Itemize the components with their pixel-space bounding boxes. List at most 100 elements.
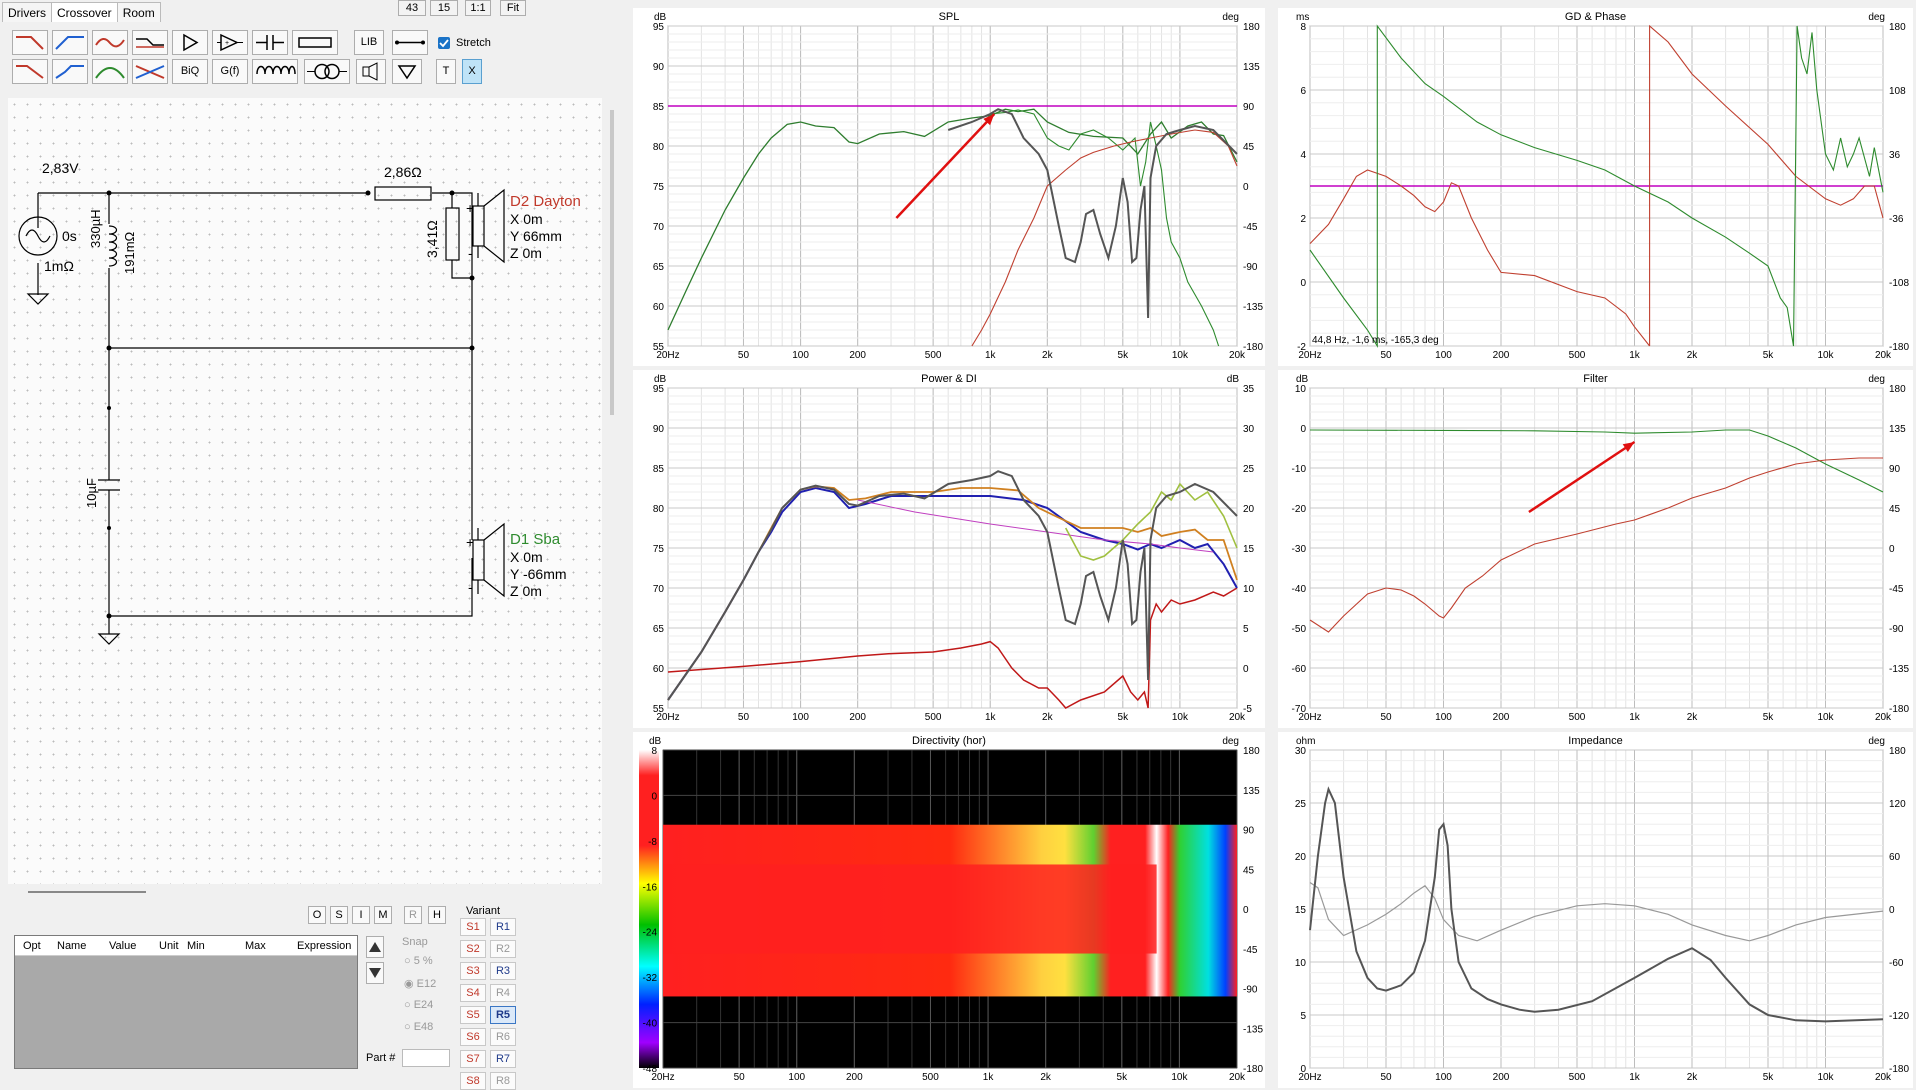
lowpass2-tool[interactable] [12, 59, 48, 84]
zoom-43-button[interactable]: 43 [398, 0, 426, 16]
directivity-core [663, 864, 1157, 954]
opt-i-button[interactable]: I [352, 906, 370, 924]
snap-5-radio[interactable]: ○ 5 % [404, 955, 433, 967]
opt-r-button[interactable]: R [404, 906, 422, 924]
chart-gd-ytick: 0 [1300, 278, 1306, 289]
lowpass-red-tool[interactable] [12, 30, 48, 55]
power-di-red [667, 587, 1238, 709]
stretch-checkbox[interactable] [438, 37, 450, 49]
text-tool[interactable]: T [436, 59, 456, 84]
variant-s2-button[interactable]: S2 [460, 940, 486, 958]
col-name[interactable]: Name [57, 940, 87, 952]
variant-r7-button[interactable]: R7 [490, 1050, 516, 1068]
variant-s6-button[interactable]: S6 [460, 1028, 486, 1046]
chart-filter[interactable]: Filter dB deg 10 0 -10 -20 -30 -40 -50 -60 -70 180 13… [1278, 370, 1913, 728]
gd-red-curve [1309, 169, 1651, 347]
variant-s4-button[interactable]: S4 [460, 984, 486, 1002]
chart-filter-xtick: 20k [1875, 712, 1892, 723]
variant-s7-button[interactable]: S7 [460, 1050, 486, 1068]
variant-r4-button[interactable]: R4 [490, 984, 516, 1002]
snap-e24-radio[interactable]: ○ E24 [404, 999, 434, 1011]
biq-button[interactable]: BiQ [172, 59, 208, 84]
highpass-blue-tool[interactable] [52, 30, 88, 55]
wire-tool[interactable] [392, 30, 428, 55]
variant-s1-button[interactable]: S1 [460, 918, 486, 936]
splitter-handle[interactable] [28, 891, 146, 893]
chart-filter-ytick: 0 [1300, 424, 1306, 435]
chart-impedance-y2tick: -180 [1889, 1064, 1909, 1075]
col-unit[interactable]: Unit [159, 940, 179, 952]
variant-label: Variant [466, 905, 501, 917]
variant-s8-button[interactable]: S8 [460, 1072, 486, 1090]
variant-s3-button[interactable]: S3 [460, 962, 486, 980]
gf-button[interactable]: G(f) [212, 59, 248, 84]
col-expression[interactable]: Expression [297, 940, 352, 952]
col-min[interactable]: Min [187, 940, 205, 952]
chart-gd[interactable]: GD & Phase ms deg 8 6 4 2 0 -2 180 108 36 -36 -108 -18… [1278, 8, 1913, 366]
opt-o-button[interactable]: O [308, 906, 326, 924]
col-opt[interactable]: Opt [23, 940, 41, 952]
variant-r2-button[interactable]: R2 [490, 940, 516, 958]
schematic-scrollbar[interactable] [610, 110, 614, 415]
buffer-tool[interactable] [172, 30, 208, 55]
col-value[interactable]: Value [109, 940, 137, 952]
transformer-tool[interactable] [304, 59, 350, 84]
schematic-canvas[interactable]: + - + - 2,83V 0s 1mΩ 330µH 191mΩ 2,86Ω 3,4… [8, 98, 602, 884]
speaker-tool[interactable] [356, 59, 386, 84]
chart-spl-xtick: 1k [985, 350, 997, 361]
driver-top-name[interactable]: D2 Dayton [510, 193, 581, 210]
parameter-table[interactable]: Opt Name Value Unit Min Max Expression [14, 935, 358, 1069]
ground-tool[interactable] [392, 59, 422, 84]
wire-icon [395, 40, 425, 45]
amplifier-tool[interactable]: + [212, 30, 248, 55]
variant-r8-button[interactable]: R8 [490, 1072, 516, 1090]
chart-filter-ytick: -50 [1292, 624, 1307, 635]
opt-h-button[interactable]: H [428, 906, 446, 924]
chart-impedance-y2tick: 120 [1889, 799, 1906, 810]
chart-directivity[interactable]: Directivity (hor) dB deg 180 135 90 45 0 -45 -90 -… [633, 732, 1265, 1088]
chart-power[interactable]: Power & DI dB dB 95 90 85 80 75 70 65 60 55 35 30 25 20… [633, 370, 1265, 728]
chart-power-y2tick: 5 [1243, 624, 1249, 635]
snap-e48-radio[interactable]: ○ E48 [404, 1021, 434, 1033]
opt-s-button[interactable]: S [330, 906, 348, 924]
crossed-filter-icon [135, 65, 165, 79]
shelf-tool[interactable] [132, 30, 168, 55]
chart-impedance-y2tick: -120 [1889, 1011, 1909, 1022]
variant-r1-button[interactable]: R1 [490, 918, 516, 936]
capacitor-tool[interactable] [252, 30, 288, 55]
highpass-icon [55, 36, 84, 50]
lib-button[interactable]: LIB [354, 30, 384, 55]
zoom-fit-button[interactable]: Fit [500, 0, 526, 16]
tab-crossover[interactable]: Crossover [51, 2, 118, 22]
chart-directivity-y2tick: -45 [1243, 945, 1258, 956]
variant-r3-button[interactable]: R3 [490, 962, 516, 980]
zoom-15-button[interactable]: 15 [430, 0, 458, 16]
tab-drivers[interactable]: Drivers [2, 2, 52, 22]
tab-room[interactable]: Room [116, 2, 161, 22]
resistor-tool[interactable] [292, 30, 338, 55]
snap-e12-radio[interactable]: ◉ E12 [404, 978, 437, 990]
inductor-tool[interactable] [252, 59, 298, 84]
variant-s5-button[interactable]: S5 [460, 1006, 486, 1024]
highpass2-tool[interactable] [52, 59, 88, 84]
move-up-button[interactable] [366, 936, 384, 958]
notch-tool[interactable] [132, 59, 168, 84]
move-down-button[interactable] [366, 962, 384, 984]
chart-filter-xtick: 100 [1435, 712, 1452, 723]
opt-m-button[interactable]: M [374, 906, 392, 924]
part-number-input[interactable] [402, 1049, 450, 1067]
chart-filter-ytick: -20 [1292, 504, 1307, 515]
chart-spl[interactable]: SPL dB deg 95 90 85 80 75 70 65 60 55 180 135 90 45 0 -45… [633, 8, 1265, 366]
chart-impedance-xtick: 500 [1569, 1072, 1586, 1083]
variant-r5-button[interactable]: R5 [490, 1006, 516, 1024]
driver-bottom-name[interactable]: D1 Sba [510, 531, 561, 548]
chart-directivity-xtick: 5k [1117, 1072, 1129, 1083]
bandpass-red-tool[interactable] [92, 30, 128, 55]
col-max[interactable]: Max [245, 940, 266, 952]
x-tool[interactable]: X [462, 59, 482, 84]
chart-impedance[interactable]: Impedance ohm deg 30 25 20 15 10 5 0 180 120 60 0 -60-… [1278, 732, 1913, 1088]
zoom-1to1-button[interactable]: 1:1 [465, 0, 491, 16]
bandpass-green-tool[interactable] [92, 59, 128, 84]
variant-r6-button[interactable]: R6 [490, 1028, 516, 1046]
